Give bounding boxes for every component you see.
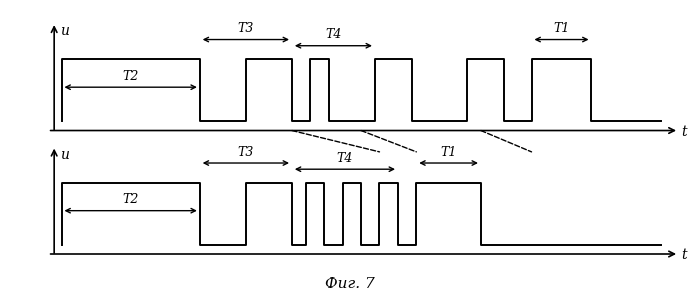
Text: T1: T1: [440, 146, 457, 159]
Text: u: u: [60, 24, 69, 38]
Text: u: u: [60, 148, 69, 161]
Text: T2: T2: [122, 70, 139, 83]
Text: t: t: [681, 248, 687, 262]
Text: T4: T4: [326, 29, 342, 41]
Text: T2: T2: [122, 193, 139, 206]
Text: t: t: [681, 125, 687, 139]
Text: T3: T3: [238, 22, 254, 35]
Text: T3: T3: [238, 146, 254, 159]
Text: T1: T1: [553, 22, 570, 35]
Text: T4: T4: [337, 152, 353, 165]
Text: Фиг. 7: Фиг. 7: [325, 277, 375, 291]
